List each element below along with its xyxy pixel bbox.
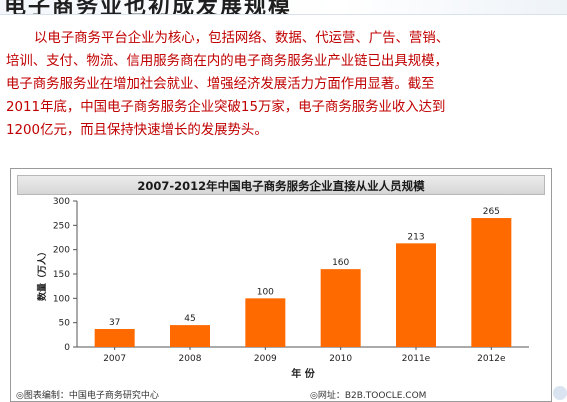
source-row: ◎图表编制：中国电子商务研究中心 ◎网址：B2B.TOOCLE.COM [10,386,552,401]
y-axis-label: 数量（万人） [36,247,48,301]
bar-value-label: 213 [407,232,424,242]
bar [320,269,361,347]
y-tick-label: 150 [53,270,70,280]
chart-title: 2007-2012年中国电子商务服务企业直接从业人员规模 [137,179,425,193]
x-axis-title: 年 份 [291,367,315,380]
y-tick-label: 50 [59,319,71,329]
bar [170,325,210,347]
chart-frame: 2007-2012年中国电子商务服务企业直接从业人员规模 数量（万人） 0 50 1… [10,168,552,402]
slide-banner: 电子商务业也初成发展规模 [0,0,567,15]
source-credit: ◎图表编制：中国电子商务研究中心 [16,391,159,401]
intro-line-3: 电子商务服务业在增加社会就业、增强经济发展活力方面作用显著。截至 [6,77,435,92]
source-website: ◎网址：B2B.TOOCLE.COM [310,391,427,401]
bar-value-label: 100 [257,287,274,297]
intro-line-2: 培训、支付、物流、信用服务商在内的电子商务服务业产业链已出具规模， [6,54,448,69]
bar-chart: 数量（万人） 0 50 100 150 200 250 300 37 2007 45 2008 100… [36,197,529,380]
x-tick-label: 2010 [329,354,352,364]
intro-line-4: 2011年底，中国电子商务服务企业突破15万家，电子商务服务业收入达到 [6,100,446,115]
page-corner-mark [553,386,567,400]
x-tick-label: 2009 [254,354,277,364]
bar [245,298,286,347]
y-tick-label: 100 [53,294,70,304]
y-tick-label: 250 [53,221,70,231]
bar-value-label: 37 [109,318,120,328]
y-axis-title: 数量（万人） [36,247,48,301]
bar-value-label: 45 [184,314,195,324]
chart-title-bar: 2007-2012年中国电子商务服务企业直接从业人员规模 [17,175,545,195]
bar [396,243,436,347]
bar [471,218,512,347]
intro-line-1: 以电子商务平台企业为核心，包括网络、数据、代运营、广告、营销、 [6,27,558,50]
slide-heading: 电子商务业也初成发展规模 [4,0,293,15]
bar [94,328,135,347]
x-tick-label: 2007 [103,354,126,364]
intro-line-1-text: 以电子商务平台企业为核心，包括网络、数据、代运营、广告、营销、 [34,31,450,46]
y-tick-label: 200 [53,246,70,256]
intro-paragraph: 以电子商务平台企业为核心，包括网络、数据、代运营、广告、营销、 培训、支付、物流… [6,27,558,142]
intro-line-5: 1200亿元，而且保持快速增长的发展势头。 [6,123,268,138]
y-tick-label: 300 [53,197,70,207]
x-tick-label: 2011e [402,354,431,364]
bar-value-label: 265 [483,207,500,217]
x-tick-label: 2008 [179,354,202,364]
y-tick-label: 0 [64,343,70,353]
bar-value-label: 160 [332,258,349,268]
x-tick-label: 2012e [477,354,506,364]
